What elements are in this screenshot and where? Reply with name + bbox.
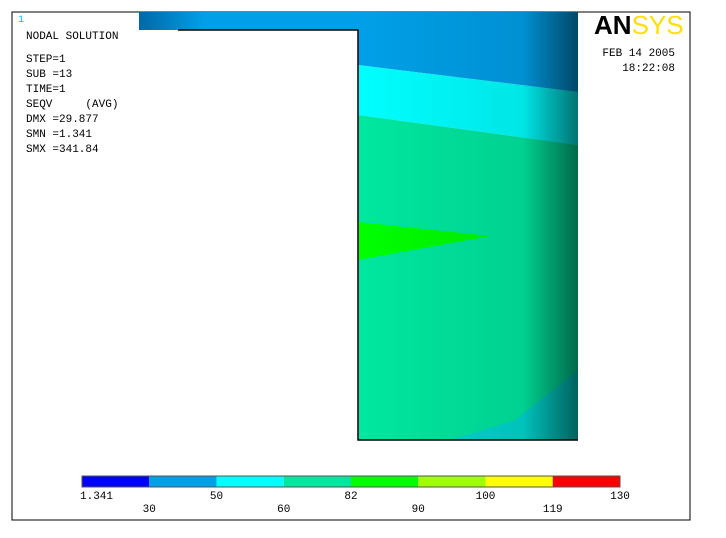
info-line: STEP=1 (26, 54, 66, 66)
viewport-frame (11, 11, 691, 521)
time: 18:22:08 (622, 63, 675, 75)
date: FEB 14 2005 (602, 48, 675, 60)
info-block: STEP=1 SUB =13 TIME=1 SEQV (AVG) DMX =29.877… (26, 54, 118, 156)
info-title: NODAL SOLUTION (26, 31, 118, 43)
shading (358, 12, 578, 440)
logo-an: AN (594, 10, 632, 40)
legend-label: 60 (277, 504, 290, 516)
legend-swatch (82, 476, 150, 487)
logo: ANSYS (594, 10, 684, 40)
legend-label: 130 (610, 491, 630, 503)
legend-label: 90 (412, 504, 425, 516)
legend-label: 82 (344, 491, 357, 503)
legend-label: 119 (543, 504, 563, 516)
info-line: SUB =13 (26, 69, 72, 81)
legend-label: 50 (210, 491, 223, 503)
model-edge (178, 29, 578, 441)
legend-swatch (485, 476, 553, 487)
legend: 1.341 30 50 60 82 90 100 119 130 (80, 475, 630, 516)
legend-swatch (552, 476, 620, 487)
info-line: DMX =29.877 (26, 114, 99, 126)
legend-swatch (283, 476, 351, 487)
contour-plot (139, 12, 578, 441)
logo-sys: SYS (632, 10, 684, 40)
legend-label: 1.341 (80, 491, 113, 503)
legend-swatch (216, 476, 284, 487)
legend-swatch (149, 476, 217, 487)
legend-swatch (418, 476, 486, 487)
info-line: SEQV (AVG) (26, 99, 118, 111)
legend-swatch (351, 476, 419, 487)
legend-frame (81, 475, 621, 488)
info-line: SMX =341.84 (26, 144, 99, 156)
legend-label: 100 (476, 491, 496, 503)
info-line: TIME=1 (26, 84, 66, 96)
info-line: SMN =1.341 (26, 129, 92, 141)
window-number: 1 (18, 15, 24, 26)
legend-label: 30 (143, 504, 156, 516)
